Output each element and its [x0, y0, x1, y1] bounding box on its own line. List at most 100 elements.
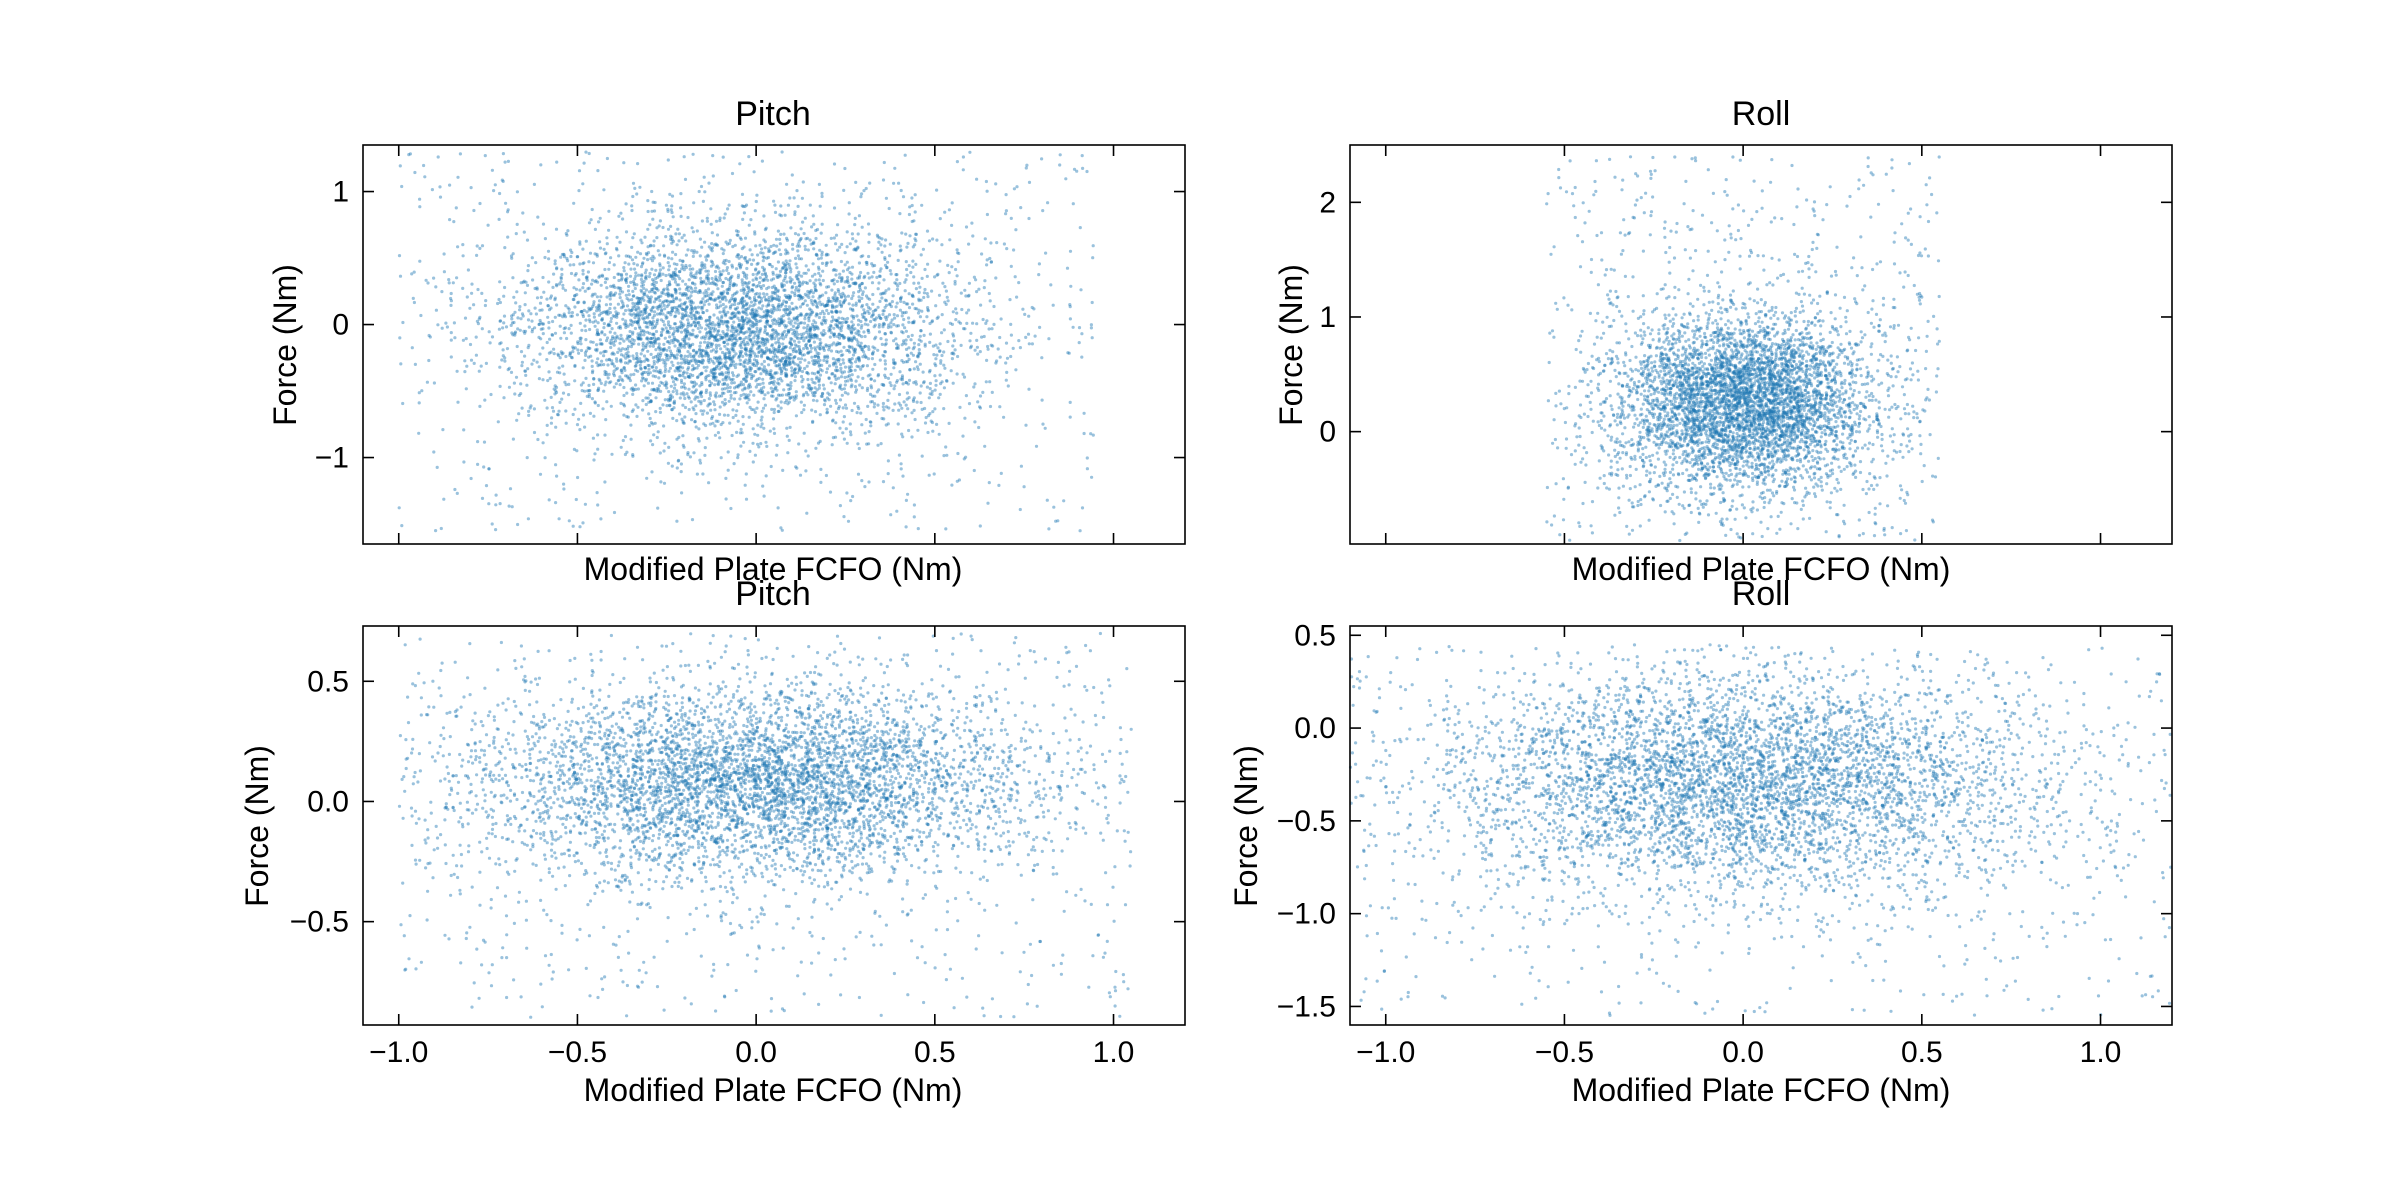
- scatter-point: [571, 350, 575, 354]
- scatter-point: [690, 418, 694, 422]
- scatter-point: [720, 272, 724, 276]
- scatter-point: [883, 244, 887, 248]
- scatter-point: [607, 267, 611, 271]
- scatter-point: [555, 303, 559, 307]
- scatter-point: [895, 380, 899, 384]
- scatter-point: [618, 341, 622, 345]
- scatter-point: [703, 265, 707, 270]
- scatter-point: [724, 258, 728, 262]
- scatter-point: [615, 321, 619, 325]
- scatter-point: [1027, 216, 1031, 221]
- scatter-point: [695, 270, 699, 274]
- scatter-point: [771, 277, 776, 281]
- scatter-point: [748, 327, 752, 331]
- scatter-point: [440, 326, 444, 330]
- scatter-point: [820, 322, 824, 326]
- scatter-point: [666, 283, 670, 288]
- scatter-point: [435, 465, 439, 469]
- scatter-point: [630, 245, 634, 249]
- scatter-point: [776, 260, 781, 264]
- scatter-point: [796, 249, 800, 253]
- scatter-point: [793, 293, 797, 298]
- scatter-point: [910, 196, 914, 200]
- scatter-point: [674, 232, 678, 236]
- scatter-point: [848, 350, 852, 354]
- scatter-point: [639, 366, 643, 370]
- scatter-point: [667, 268, 671, 272]
- scatter-point: [480, 327, 484, 331]
- scatter-point: [779, 526, 783, 530]
- scatter-point: [818, 367, 823, 372]
- scatter-point: [587, 308, 592, 312]
- scatter-point: [542, 290, 546, 294]
- scatter-point: [783, 293, 787, 298]
- scatter-point: [631, 181, 636, 185]
- scatter-point: [807, 319, 811, 323]
- scatter-point: [782, 319, 786, 323]
- scatter-point: [631, 389, 635, 393]
- scatter-point: [658, 311, 662, 315]
- scatter-point: [867, 276, 871, 280]
- scatter-point: [794, 396, 798, 400]
- scatter-point: [777, 302, 781, 307]
- scatter-point: [834, 343, 838, 347]
- scatter-point: [736, 230, 740, 234]
- scatter-point: [821, 269, 825, 273]
- scatter-point: [871, 350, 876, 354]
- scatter-point: [893, 316, 897, 320]
- scatter-point: [632, 312, 636, 316]
- scatter-point: [713, 433, 718, 437]
- scatter-point: [675, 466, 679, 470]
- scatter-point: [584, 338, 588, 342]
- scatter-point: [587, 318, 592, 322]
- scatter-point: [784, 268, 789, 272]
- scatter-point: [780, 150, 784, 154]
- scatter-point: [691, 373, 695, 378]
- scatter-point: [705, 309, 709, 313]
- scatter-point: [710, 276, 714, 281]
- scatter-point: [658, 268, 663, 272]
- scatter-point: [930, 392, 934, 396]
- scatter-point: [879, 337, 883, 341]
- scatter-point: [980, 335, 984, 339]
- scatter-point: [516, 327, 520, 331]
- scatter-point: [805, 371, 809, 375]
- scatter-point: [910, 203, 914, 208]
- scatter-point: [756, 313, 760, 317]
- scatter-point: [590, 364, 594, 368]
- scatter-point: [679, 470, 683, 474]
- scatter-point: [828, 364, 832, 368]
- scatter-point: [740, 300, 744, 305]
- scatter-point: [609, 345, 613, 350]
- scatter-point: [691, 342, 695, 346]
- scatter-point: [857, 295, 861, 299]
- scatter-point: [794, 394, 799, 398]
- scatter-point: [731, 356, 735, 360]
- scatter-point: [648, 223, 652, 227]
- scatter-point: [622, 322, 626, 326]
- scatter-point: [756, 442, 760, 446]
- scatter-point: [603, 252, 608, 256]
- scatter-point: [796, 233, 801, 237]
- scatter-point: [510, 317, 514, 321]
- scatter-point: [1004, 212, 1008, 216]
- scatter-point: [761, 381, 765, 385]
- scatter-point: [724, 360, 728, 364]
- scatter-point: [762, 359, 767, 364]
- scatter-point: [592, 312, 596, 316]
- scatter-point: [811, 398, 816, 402]
- scatter-point: [904, 302, 909, 306]
- scatter-point: [768, 381, 772, 385]
- scatter-point: [771, 251, 776, 256]
- scatter-point: [652, 333, 656, 337]
- scatter-point: [857, 298, 861, 302]
- scatter-point: [940, 243, 944, 247]
- scatter-point: [839, 369, 843, 373]
- scatter-point: [654, 366, 658, 370]
- scatter-point: [1019, 206, 1023, 210]
- scatter-point: [744, 281, 748, 285]
- scatter-point: [729, 329, 733, 333]
- scatter-point: [921, 370, 925, 374]
- scatter-point: [639, 352, 643, 356]
- scatter-point: [698, 392, 703, 396]
